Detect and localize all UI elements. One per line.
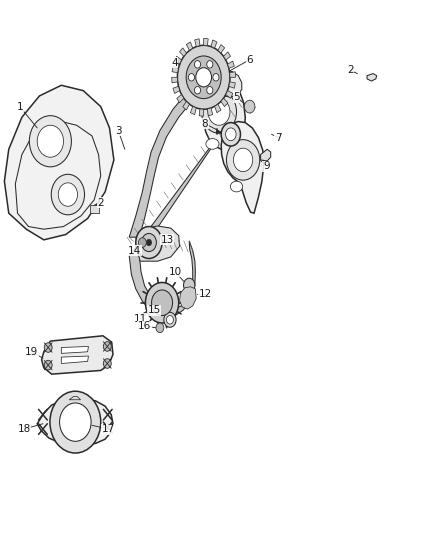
- Polygon shape: [191, 107, 196, 115]
- Circle shape: [177, 45, 230, 109]
- Circle shape: [60, 403, 91, 441]
- Circle shape: [138, 238, 146, 247]
- Polygon shape: [221, 122, 264, 213]
- Text: 16: 16: [138, 321, 151, 331]
- Text: 10: 10: [169, 267, 182, 277]
- Circle shape: [103, 359, 111, 368]
- Circle shape: [37, 125, 64, 157]
- Circle shape: [146, 239, 152, 246]
- Text: 12: 12: [198, 289, 212, 299]
- Ellipse shape: [206, 139, 219, 149]
- Polygon shape: [69, 397, 81, 400]
- Circle shape: [208, 99, 230, 125]
- Polygon shape: [4, 85, 114, 240]
- Polygon shape: [203, 79, 245, 179]
- Circle shape: [50, 391, 101, 453]
- Circle shape: [196, 68, 212, 87]
- Polygon shape: [211, 40, 217, 48]
- Polygon shape: [90, 205, 99, 213]
- Text: 7: 7: [275, 133, 282, 142]
- Circle shape: [194, 86, 201, 94]
- Text: 14: 14: [128, 246, 141, 255]
- Ellipse shape: [223, 129, 233, 138]
- Polygon shape: [221, 98, 228, 107]
- Polygon shape: [230, 72, 236, 77]
- Circle shape: [207, 86, 213, 94]
- Circle shape: [141, 233, 156, 252]
- Circle shape: [201, 91, 237, 133]
- Circle shape: [233, 148, 253, 172]
- Circle shape: [226, 128, 236, 141]
- Polygon shape: [42, 336, 113, 374]
- Circle shape: [164, 312, 176, 327]
- Circle shape: [156, 323, 164, 333]
- Circle shape: [103, 342, 111, 351]
- Polygon shape: [261, 149, 271, 161]
- Circle shape: [58, 183, 78, 206]
- Circle shape: [213, 74, 219, 81]
- Circle shape: [188, 74, 194, 81]
- Text: 8: 8: [201, 119, 208, 128]
- Text: 3: 3: [115, 126, 122, 135]
- Circle shape: [184, 278, 195, 292]
- Polygon shape: [199, 109, 204, 116]
- Text: 4: 4: [171, 58, 178, 68]
- Text: 18: 18: [18, 424, 31, 434]
- Polygon shape: [177, 94, 184, 103]
- Circle shape: [221, 123, 240, 146]
- Polygon shape: [175, 56, 182, 64]
- Circle shape: [186, 56, 221, 99]
- Text: 2: 2: [347, 66, 354, 75]
- Circle shape: [44, 360, 52, 370]
- Text: 1: 1: [16, 102, 23, 111]
- Polygon shape: [187, 42, 193, 51]
- Polygon shape: [367, 74, 377, 81]
- Circle shape: [166, 316, 173, 324]
- Circle shape: [226, 140, 260, 180]
- Polygon shape: [228, 61, 234, 68]
- Polygon shape: [215, 71, 242, 97]
- Polygon shape: [138, 226, 180, 261]
- Text: 19: 19: [25, 347, 38, 357]
- Text: 2: 2: [97, 198, 104, 207]
- Circle shape: [44, 343, 52, 352]
- Polygon shape: [172, 66, 178, 72]
- Circle shape: [29, 116, 71, 167]
- Polygon shape: [61, 356, 88, 364]
- Polygon shape: [180, 287, 196, 309]
- Polygon shape: [129, 77, 240, 317]
- Circle shape: [244, 100, 255, 113]
- Text: 15: 15: [148, 305, 161, 315]
- Circle shape: [136, 227, 162, 259]
- Circle shape: [152, 290, 173, 316]
- Text: 9: 9: [263, 161, 270, 171]
- Text: 5: 5: [233, 92, 240, 102]
- Polygon shape: [37, 399, 113, 445]
- Polygon shape: [208, 108, 213, 116]
- Circle shape: [218, 79, 229, 92]
- Polygon shape: [223, 52, 230, 60]
- Ellipse shape: [230, 181, 243, 192]
- Polygon shape: [194, 39, 200, 46]
- Text: 17: 17: [102, 424, 115, 434]
- Circle shape: [207, 61, 213, 68]
- Polygon shape: [172, 77, 178, 83]
- Polygon shape: [226, 91, 233, 98]
- Polygon shape: [173, 86, 180, 93]
- Polygon shape: [215, 104, 221, 112]
- Polygon shape: [180, 48, 187, 56]
- Polygon shape: [218, 45, 225, 53]
- Polygon shape: [61, 346, 88, 353]
- Text: 6: 6: [246, 55, 253, 64]
- Text: 11: 11: [134, 314, 147, 324]
- Polygon shape: [229, 82, 235, 88]
- Polygon shape: [183, 101, 190, 110]
- Circle shape: [51, 174, 85, 215]
- Text: 13: 13: [161, 235, 174, 245]
- Circle shape: [145, 282, 179, 323]
- Polygon shape: [204, 38, 208, 46]
- Circle shape: [194, 61, 201, 68]
